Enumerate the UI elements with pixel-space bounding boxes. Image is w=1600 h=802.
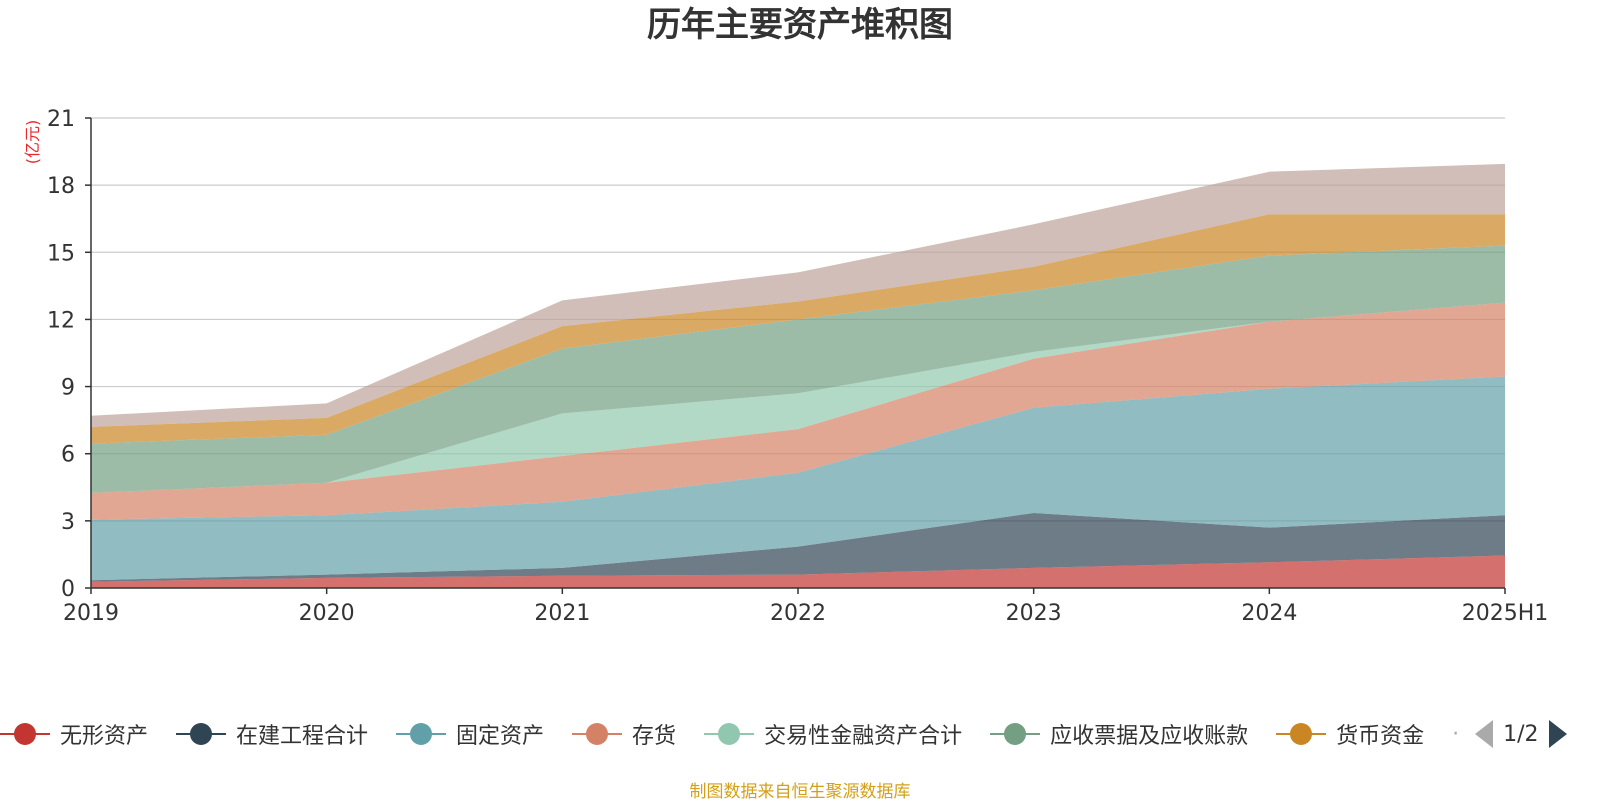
y-tick-label: 3 (61, 510, 75, 535)
x-tick-label: 2020 (299, 601, 355, 626)
legend-marker-icon (990, 722, 1041, 746)
area-series-应收票据及应收账款 (91, 245, 1505, 493)
legend-item[interactable]: 应收票据及应收账款 (990, 718, 1248, 750)
legend-next-page-icon[interactable] (1548, 720, 1567, 748)
legend-prev-page-icon[interactable] (1475, 720, 1494, 748)
legend-item[interactable]: 在建工程合计 (176, 718, 368, 750)
area-series-交易性金融资产合计 (91, 302, 1505, 493)
source-note: 制图数据来自恒生聚源数据库 (689, 782, 911, 802)
area-series-货币资金 (91, 214, 1505, 444)
y-tick-label: 15 (47, 241, 75, 266)
legend-items: 无形资产 在建工程合计 固定资产 存货 交易性金融资产合计 应收票据及应收账款 货币资金 (0, 718, 1452, 750)
area-series-固定资产 (91, 376, 1505, 581)
x-tick-label: 2025H1 (1462, 601, 1549, 626)
stacked-area-chart: 0 3 6 9 12 15 18 21 2019 2020 2021 2022 2023 2024 2025… (23, 107, 1548, 626)
legend-marker-icon (704, 722, 755, 746)
area-series-在建工程合计 (91, 513, 1505, 582)
x-tick-label: 2022 (770, 601, 826, 626)
legend-item[interactable]: 无形资产 (0, 718, 148, 750)
area-series-存货 (91, 302, 1505, 520)
chart-title: 历年主要资产堆积图 (647, 5, 953, 45)
legend-item[interactable]: 货币资金 (1276, 718, 1424, 750)
legend-label: 在建工程合计 (236, 724, 369, 749)
y-tick-label: 18 (47, 174, 75, 199)
y-tick-label: 9 (61, 376, 75, 401)
legend-overflow-indicator: · (1452, 721, 1460, 747)
axes: 0 3 6 9 12 15 18 21 2019 2020 2021 2022 2023 2024 2025… (47, 107, 1548, 626)
x-tick-label: 2021 (534, 601, 590, 626)
legend-page-indicator: 1/2 (1503, 721, 1539, 747)
legend-label: 存货 (632, 724, 677, 749)
y-axis-unit-label: (亿元) (23, 120, 42, 165)
legend-item[interactable]: 固定资产 (396, 718, 544, 750)
legend-pager: 1/2 (1475, 720, 1567, 748)
legend-marker-icon (572, 722, 623, 746)
legend: 无形资产 在建工程合计 固定资产 存货 交易性金融资产合计 应收票据及应收账款 货币资金 ·… (0, 714, 1567, 754)
legend-marker-icon (1276, 722, 1327, 746)
x-tick-label: 2024 (1241, 601, 1297, 626)
legend-marker-icon (396, 722, 447, 746)
x-tick-label: 2019 (63, 601, 119, 626)
y-tick-label: 6 (61, 443, 75, 468)
legend-marker-icon (176, 722, 227, 746)
legend-label: 应收票据及应收账款 (1050, 724, 1249, 749)
legend-label: 固定资产 (456, 724, 545, 749)
area-series-无形资产 (91, 555, 1505, 588)
legend-label: 货币资金 (1336, 724, 1425, 749)
area-series-其他 (91, 163, 1505, 427)
y-tick-label: 0 (61, 577, 75, 602)
legend-marker-icon (0, 722, 50, 746)
legend-item[interactable]: 存货 (572, 718, 676, 750)
legend-item[interactable]: 交易性金融资产合计 (704, 718, 962, 750)
y-tick-label: 21 (47, 107, 75, 132)
y-tick-label: 12 (47, 308, 75, 333)
legend-label: 交易性金融资产合计 (764, 724, 963, 749)
x-tick-label: 2023 (1006, 601, 1062, 626)
area-series (91, 163, 1505, 588)
legend-label: 无形资产 (60, 724, 149, 749)
